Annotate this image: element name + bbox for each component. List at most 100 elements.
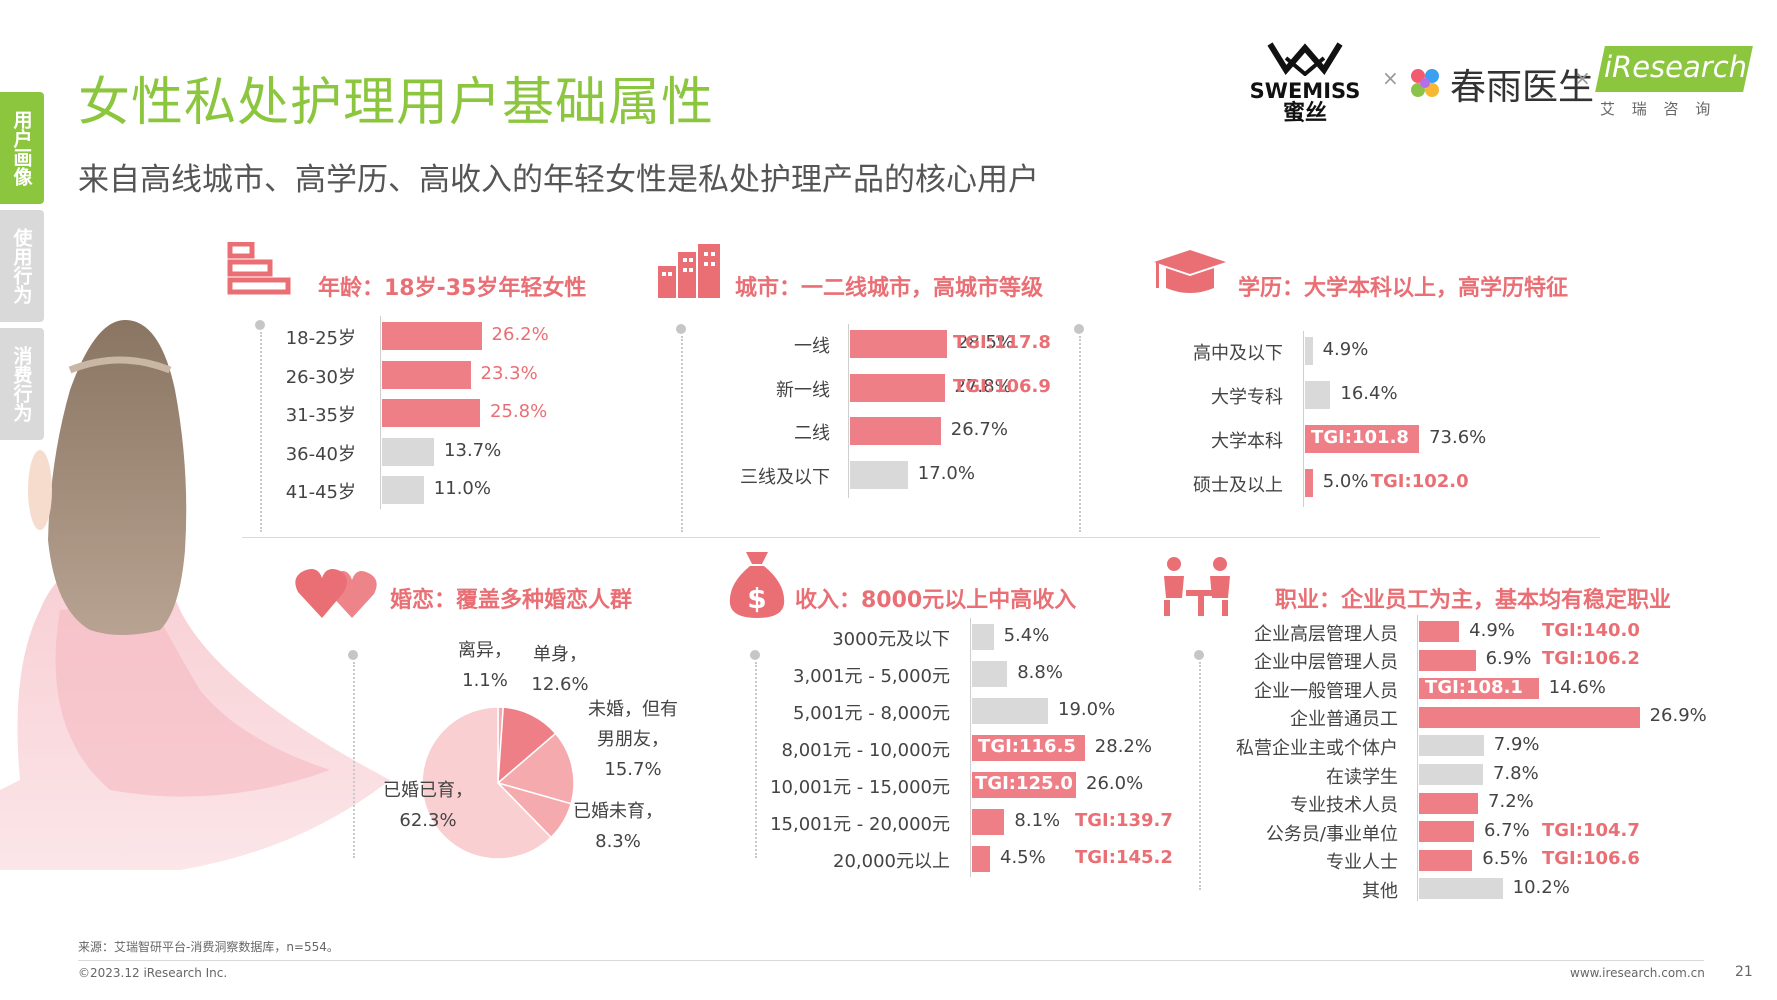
city-category-label: 三线及以下 <box>740 466 830 488</box>
occ-value-label: 14.6% <box>1548 676 1606 698</box>
age-bar <box>382 437 435 466</box>
marital-pie-svg <box>421 706 575 860</box>
age-category-label: 26-30岁 <box>285 366 356 388</box>
pie-slice <box>421 706 553 860</box>
city-section-title: 城市：一二线城市，高城市等级 <box>735 276 1044 301</box>
side-tab-user-profile[interactable]: 用户画像 <box>0 92 44 204</box>
occ-bar <box>1419 735 1484 757</box>
edu-bar <box>1305 425 1420 453</box>
office-workers-icon <box>1164 557 1230 616</box>
pie-label-line: 单身， <box>533 644 587 665</box>
income-category-label: 8,001元 - 10,000元 <box>781 740 950 761</box>
occ-category-label: 专业技术人员 <box>1290 795 1398 817</box>
income-category-label: 5,001元 - 8,000元 <box>793 703 950 724</box>
edu-bar <box>1305 469 1313 497</box>
age-value-label: 26.2% <box>491 324 549 345</box>
age-axis <box>380 316 381 509</box>
income-category-label: 3000元及以下 <box>832 629 950 650</box>
income-value-label: 19.0% <box>1058 699 1116 720</box>
occupation-section-title: 职业：企业员工为主，基本均有稳定职业 <box>1275 588 1672 613</box>
city-category-label: 二线 <box>794 423 830 444</box>
times-sign-1: × <box>1382 66 1399 90</box>
city-value-label: 17.0% <box>917 462 975 484</box>
age-value-label: 13.7% <box>444 439 502 461</box>
income-value-label: 28.2% <box>1094 736 1152 757</box>
pie-label-line: 62.3% <box>399 810 457 831</box>
occ-value-label: 7.9% <box>1493 733 1540 755</box>
occ-guide-dot <box>1194 650 1204 660</box>
age-guide-dot <box>255 320 265 330</box>
occ-value-label: 6.9% <box>1485 648 1532 670</box>
city-value-label: 26.7% <box>950 419 1008 440</box>
education-section-title: 学历：大学本科以上，高学历特征 <box>1238 276 1569 301</box>
pie-label: 离异， 1.1% <box>450 636 520 696</box>
edu-value-label: 4.9% <box>1322 339 1369 360</box>
occ-category-label: 其他 <box>1362 880 1398 902</box>
age-bar <box>382 360 471 389</box>
pie-label: 未婚，但有男朋友， 15.7% <box>578 695 688 785</box>
occ-category-label: 企业普通员工 <box>1290 709 1398 731</box>
edu-value-label: 5.0% <box>1322 471 1369 492</box>
income-bar <box>972 661 1008 687</box>
pie-label-line: 8.3% <box>595 831 641 852</box>
pie-label-line: 未婚，但有 <box>588 699 678 720</box>
occ-category-label: 企业高层管理人员 <box>1254 623 1398 645</box>
age-guide-line <box>260 332 262 532</box>
chunyu-logo-text: 春雨医生 <box>1450 67 1595 108</box>
age-bar <box>382 399 481 428</box>
edu-category-label: 大学本科 <box>1211 431 1283 452</box>
pie-label-line: 男朋友， <box>597 729 669 750</box>
pie-slice <box>496 732 575 805</box>
income-bar <box>972 846 990 872</box>
occ-bar <box>1419 678 1539 700</box>
edu-category-label: 大学专科 <box>1211 387 1283 408</box>
pie-label-line: 已婚未育， <box>573 801 663 822</box>
side-tab-usage-behavior[interactable]: 使用行为 <box>0 210 44 322</box>
income-bar <box>972 698 1048 724</box>
age-value-label: 25.8% <box>490 401 548 423</box>
city-guide-dot <box>676 324 686 334</box>
city-bar <box>850 330 947 358</box>
pie-slice <box>497 706 557 785</box>
income-category-label: 10,001元 - 15,000元 <box>770 777 950 798</box>
row-divider <box>242 537 1600 538</box>
age-category-label: 31-35岁 <box>285 405 356 427</box>
graduation-cap-icon <box>1154 250 1226 293</box>
occ-tgi-label: TGI:108.1 <box>1425 676 1523 698</box>
iresearch-logo-text: iResearch <box>1604 50 1748 84</box>
edu-category-label: 高中及以下 <box>1193 343 1283 364</box>
income-value-label: 8.8% <box>1017 662 1063 683</box>
pie-label: 已婚已育， 62.3% <box>378 776 478 836</box>
occ-bar <box>1419 821 1474 843</box>
income-category-label: 20,000元以上 <box>833 851 950 872</box>
occ-value-label: 7.2% <box>1488 791 1534 813</box>
edu-guide-dot <box>1074 324 1084 334</box>
occ-bar <box>1419 878 1503 900</box>
pie-label-line: 15.7% <box>604 759 662 780</box>
woman-illustration <box>0 320 390 870</box>
occ-category-label: 公务员/事业单位 <box>1265 823 1398 845</box>
city-guide-line <box>681 336 683 532</box>
occ-tgi-label: TGI:140.0 <box>1542 619 1640 641</box>
income-value-label: 5.4% <box>1003 625 1050 646</box>
svg-text:$: $ <box>747 582 766 615</box>
income-bar <box>972 735 1085 761</box>
age-section-title: 年龄：18岁-35岁年轻女性 <box>318 276 587 301</box>
occ-tgi-label: TGI:106.6 <box>1542 848 1640 870</box>
occ-category-label: 在读学生 <box>1326 766 1398 788</box>
pie-label-line: 离异， <box>458 640 512 661</box>
copyright: ©2023.12 iResearch Inc. <box>78 966 228 980</box>
website-link[interactable]: www.iresearch.com.cn <box>1570 966 1705 980</box>
city-value-label: 27.8% <box>954 375 1012 397</box>
chunyu-flower-icon <box>1411 69 1439 97</box>
side-tab-consumption-behavior[interactable]: 消费行为 <box>0 328 44 440</box>
occ-category-label: 企业中层管理人员 <box>1254 652 1398 674</box>
edu-bar <box>1305 381 1331 409</box>
income-section-title: 收入：8000元以上中高收入 <box>795 588 1077 613</box>
marital-section-title: 婚恋：覆盖多种婚恋人群 <box>390 588 633 613</box>
pie-label: 单身， 12.6% <box>520 640 600 700</box>
pie-label: 已婚未育， 8.3% <box>568 797 668 857</box>
age-chart-icon <box>227 242 291 295</box>
city-bar <box>850 373 945 402</box>
money-bag-icon: $ <box>729 552 785 618</box>
